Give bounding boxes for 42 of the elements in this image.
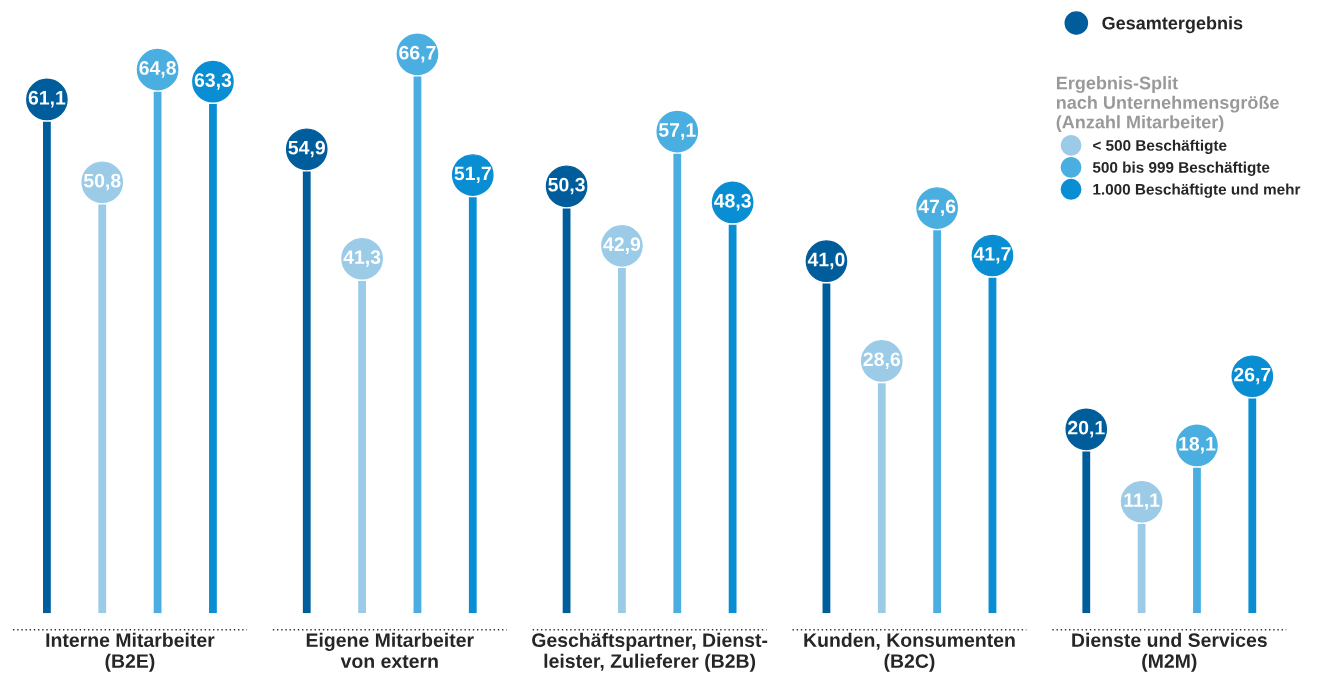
data-label: 11,1 <box>1124 493 1160 510</box>
data-label: 54,9 <box>288 140 325 158</box>
data-label: 48,3 <box>714 193 751 211</box>
data-label: 41,0 <box>807 252 845 270</box>
data-label: 20,1 <box>1068 420 1105 438</box>
bar <box>728 224 737 614</box>
data-label: 18,1 <box>1179 436 1216 454</box>
bar <box>1193 467 1201 614</box>
legend-label: Gesamtergebnis <box>1102 16 1243 34</box>
legend-label: 1.000 Beschäftigte und mehr <box>1093 183 1301 198</box>
bar <box>1082 451 1091 614</box>
legend-label: 500 bis 999 Beschäftigte <box>1092 161 1270 176</box>
data-label: 50,8 <box>83 173 121 191</box>
bar <box>98 204 107 614</box>
data-label: 64,8 <box>139 61 176 78</box>
legend-title: Ergebnis-Split nach Unternehmensgröße (Anzahl Mitarbeiter) <box>1056 76 1279 133</box>
data-label: 63,3 <box>194 73 232 90</box>
legend-label: < 500 Beschäftigte <box>1093 139 1227 154</box>
bar <box>988 277 997 614</box>
bar <box>209 103 217 614</box>
data-label: 50,3 <box>548 177 585 195</box>
x-tick-label: Eigene Mitarbeiter von extern <box>306 632 474 669</box>
data-label: 28,6 <box>863 352 900 369</box>
data-label: 47,6 <box>918 199 956 217</box>
x-tick-label: Geschäftspartner, Dienst- leister, Zulieferer (B2B) <box>532 632 768 672</box>
data-label: 41,7 <box>973 247 1011 264</box>
x-tick-label: Dienste und Services (M2M) <box>1072 632 1267 672</box>
data-label: 61,1 <box>28 90 66 108</box>
bar <box>43 121 51 614</box>
data-label: 42,9 <box>603 237 641 254</box>
bar <box>562 208 571 614</box>
bar <box>153 91 162 614</box>
data-label: 51,7 <box>454 166 491 184</box>
bar <box>413 76 422 614</box>
x-tick-label: Interne Mitarbeiter (B2E) <box>46 632 215 672</box>
data-label: 66,7 <box>399 45 436 63</box>
data-label: 26,7 <box>1234 367 1271 385</box>
bar <box>673 153 682 614</box>
data-label: 57,1 <box>658 123 696 140</box>
bar <box>302 171 311 614</box>
data-label: 41,3 <box>343 250 381 267</box>
x-tick-label: Kunden, Konsumenten (B2C) <box>804 632 1015 672</box>
